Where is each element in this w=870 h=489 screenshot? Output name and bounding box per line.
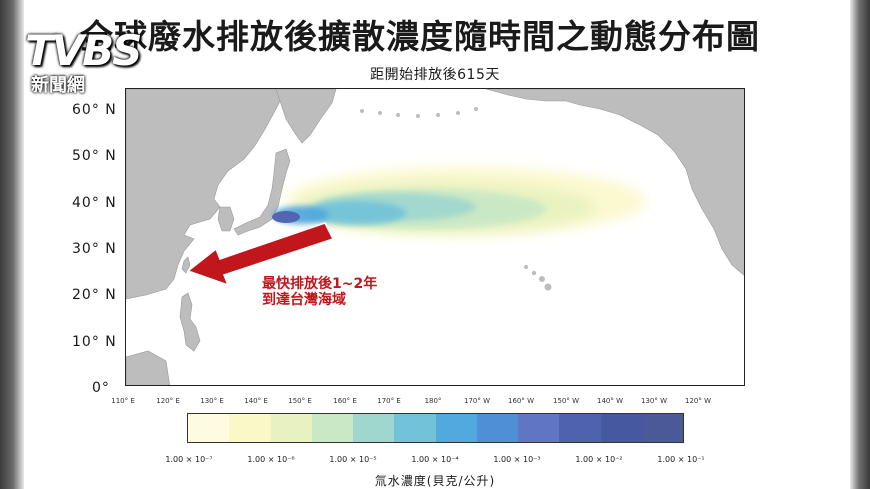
lat-label-10n: 10° N — [72, 334, 117, 350]
lat-label-60n: 60° N — [72, 102, 117, 118]
lon-label-170w: 170° W — [463, 397, 491, 405]
colorbar-segment — [600, 414, 642, 442]
colorbar-segment — [353, 414, 395, 442]
lon-label-110e: 110° E — [111, 397, 135, 405]
annotation-line-1: 最快排放後1~2年 — [262, 276, 378, 292]
korea — [217, 206, 235, 232]
lon-label-160e: 160° E — [333, 397, 357, 405]
colorbar-segment — [476, 414, 518, 442]
map-svg — [126, 89, 744, 385]
arrival-annotation: 最快排放後1~2年 到達台灣海域 — [262, 276, 377, 308]
colorbar-tick-1e-4: 1.00 × 10⁻⁴ — [411, 455, 459, 464]
philippines — [179, 292, 201, 352]
arrow-to-taiwan-icon — [186, 222, 335, 285]
page-title: 全球廢水排放後擴散濃度隨時間之動態分布圖 — [80, 17, 760, 56]
lon-label-170e: 170° E — [377, 397, 401, 405]
lon-label-140w: 140° W — [596, 397, 624, 405]
colorbar-label: 氚水濃度(貝克/公升) — [374, 474, 496, 488]
concentration-colorbar — [187, 413, 684, 443]
lat-label-40n: 40° N — [72, 195, 117, 211]
colorbar-tick-1e-5: 1.00 × 10⁻⁵ — [329, 455, 377, 464]
concentration-plume — [272, 167, 646, 235]
colorbar-segment — [229, 414, 271, 442]
colorbar-tick-1e-2: 1.00 × 10⁻² — [575, 455, 623, 464]
colorbar-tick-1e-1: 1.00 × 10⁻¹ — [657, 455, 705, 464]
colorbar-tick-1e-6: 1.00 × 10⁻⁶ — [247, 455, 295, 464]
borneo — [126, 350, 170, 385]
north-america — [485, 89, 744, 276]
colorbar-segment — [435, 414, 477, 442]
colorbar-segment — [270, 414, 312, 442]
hawaii-islands — [524, 265, 552, 291]
logo-main-text: TVBS — [25, 26, 142, 75]
lon-label-130w: 130° W — [640, 397, 668, 405]
japan — [233, 148, 291, 236]
lon-label-150e: 150° E — [288, 397, 312, 405]
colorbar-tick-1e-7: 1.00 × 10⁻⁷ — [165, 455, 213, 464]
pacific-map — [125, 88, 745, 386]
lon-label-150w: 150° W — [552, 397, 580, 405]
logo-sub-text: 新聞網 — [31, 75, 85, 96]
tvbs-logo: TVBS 新聞網 — [25, 20, 170, 100]
left-edge-shadow — [0, 0, 24, 489]
lon-label-130e: 130° E — [200, 397, 224, 405]
time-subtitle: 距開始排放後615天 — [370, 67, 500, 83]
lat-label-0: 0° — [92, 380, 110, 396]
lon-label-120e: 120° E — [156, 397, 180, 405]
colorbar-segment — [394, 414, 436, 442]
kamchatka — [275, 89, 337, 144]
lon-label-180: 180° — [424, 397, 442, 405]
colorbar-segment — [641, 414, 683, 442]
taiwan — [181, 256, 191, 274]
lon-label-140e: 140° E — [244, 397, 268, 405]
lat-label-50n: 50° N — [72, 148, 117, 164]
lat-label-20n: 20° N — [72, 287, 117, 303]
colorbar-segment — [518, 414, 560, 442]
colorbar-segment — [559, 414, 601, 442]
lon-label-120w: 120° W — [684, 397, 712, 405]
colorbar-segment — [311, 414, 353, 442]
aleutian-islands — [360, 107, 478, 118]
lon-label-160w: 160° W — [507, 397, 535, 405]
lat-label-30n: 30° N — [72, 241, 117, 257]
right-edge-shadow — [850, 0, 870, 489]
colorbar-tick-1e-3: 1.00 × 10⁻³ — [493, 455, 541, 464]
colorbar-segment — [188, 414, 230, 442]
annotation-line-2: 到達台灣海域 — [262, 292, 346, 308]
asia-mainland — [126, 89, 287, 300]
